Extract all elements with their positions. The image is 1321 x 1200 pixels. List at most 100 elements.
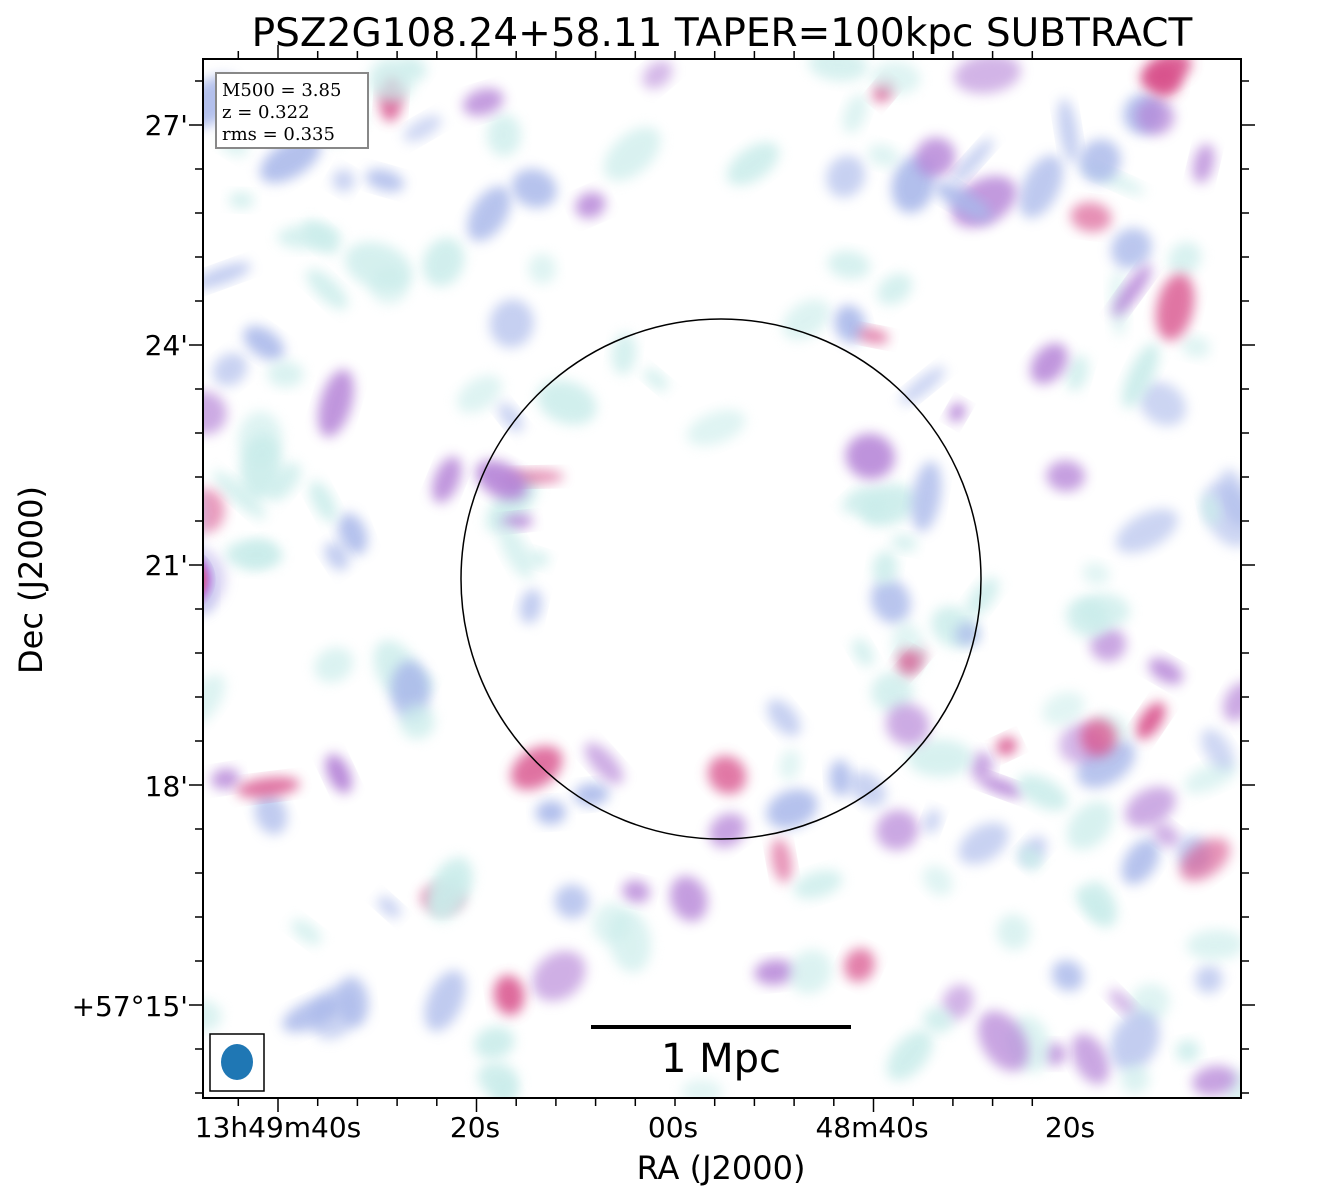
noise-blob bbox=[1017, 774, 1069, 811]
noise-blob bbox=[532, 950, 586, 1002]
noise-blob bbox=[622, 880, 651, 904]
noise-blob bbox=[584, 742, 624, 785]
noise-blob bbox=[1222, 681, 1241, 722]
noise-blob bbox=[1135, 98, 1175, 135]
noise-blob bbox=[474, 1026, 515, 1060]
noise-blob bbox=[212, 352, 248, 387]
noise-blob bbox=[1110, 1011, 1160, 1072]
noise-blob bbox=[1115, 508, 1178, 554]
axis-ticks bbox=[189, 45, 1255, 1112]
noise-blob bbox=[573, 783, 610, 806]
noise-blob bbox=[923, 809, 941, 834]
noise-blob bbox=[1085, 880, 1118, 928]
noise-blob bbox=[897, 649, 920, 672]
y-axis-label: Dec (J2000) bbox=[12, 486, 50, 674]
noise-blob bbox=[1080, 718, 1117, 757]
noise-blob bbox=[950, 138, 994, 186]
noise-blob bbox=[325, 754, 353, 794]
noise-blob bbox=[1121, 838, 1160, 885]
noise-blob bbox=[970, 751, 994, 781]
noise-blob bbox=[337, 513, 368, 555]
chart-title: PSZ2G108.24+58.11 TAPER=100kpc SUBTRACT bbox=[252, 11, 1193, 56]
scale-bar-label: 1 Mpc bbox=[661, 1036, 781, 1082]
noise-blob bbox=[872, 550, 898, 585]
noise-blob bbox=[1110, 227, 1152, 269]
noise-blob bbox=[915, 137, 956, 178]
noise-blob bbox=[1108, 989, 1136, 1016]
noise-blob bbox=[486, 113, 522, 157]
noise-blob bbox=[948, 402, 966, 423]
noise-blob bbox=[827, 250, 871, 279]
noise-blob bbox=[788, 949, 832, 994]
noise-blob bbox=[870, 578, 911, 624]
x-tick-label: 13h49m40s bbox=[195, 1111, 362, 1144]
noise-blob bbox=[203, 674, 226, 726]
noise-blob bbox=[475, 460, 528, 500]
emission-layer bbox=[203, 59, 1241, 1098]
noise-blob bbox=[519, 588, 543, 624]
noise-blob bbox=[876, 809, 919, 851]
noise-blob bbox=[966, 577, 999, 617]
noise-blob bbox=[871, 672, 914, 713]
sources-layer bbox=[203, 499, 226, 613]
x-tick-label: 20s bbox=[450, 1111, 500, 1144]
noise-blob bbox=[877, 273, 913, 305]
noise-blob bbox=[337, 976, 369, 1028]
noise-blob bbox=[923, 1007, 954, 1033]
noise-blob bbox=[1148, 657, 1184, 685]
noise-blob bbox=[1051, 960, 1084, 992]
noise-blob bbox=[1122, 343, 1160, 409]
noise-blob bbox=[462, 88, 504, 116]
noise-blob bbox=[829, 759, 852, 797]
x-axis-label: RA (J2000) bbox=[637, 1149, 806, 1187]
y-tick-labels: 27' 24' 21' 18' +57°15' bbox=[72, 109, 188, 1023]
noise-blob bbox=[1112, 264, 1152, 317]
noise-blob bbox=[845, 433, 895, 480]
noise-blob bbox=[303, 220, 340, 254]
noise-blob bbox=[212, 470, 266, 520]
noise-blob bbox=[900, 366, 946, 405]
noise-blob bbox=[203, 391, 227, 435]
y-tick-label: 27' bbox=[145, 109, 188, 142]
noise-blob bbox=[365, 168, 405, 192]
noise-blob bbox=[1046, 460, 1086, 492]
noise-blob bbox=[1090, 627, 1127, 662]
noise-blob bbox=[642, 60, 673, 89]
noise-blob bbox=[1194, 965, 1223, 994]
noise-blob bbox=[236, 776, 300, 798]
beam-indicator bbox=[209, 1033, 265, 1092]
plot-area bbox=[189, 45, 1255, 1112]
noise-blob bbox=[291, 919, 322, 945]
noise-blob bbox=[306, 268, 348, 310]
noise-blob bbox=[842, 94, 868, 134]
noise-blob bbox=[225, 540, 283, 570]
noise-blob bbox=[1042, 691, 1085, 726]
noise-blob bbox=[1201, 494, 1220, 525]
noise-blob bbox=[1181, 335, 1211, 358]
info-box-frame bbox=[215, 72, 369, 149]
noise-blob bbox=[489, 299, 534, 348]
y-tick-label: 18' bbox=[145, 770, 188, 803]
x-tick-label: 20s bbox=[1045, 1111, 1095, 1144]
r500-circle bbox=[460, 318, 982, 840]
noise-blob bbox=[886, 1030, 933, 1081]
noise-blob bbox=[535, 800, 566, 825]
noise-blob bbox=[603, 126, 661, 181]
noise-blob bbox=[477, 1062, 519, 1097]
noise-blob bbox=[203, 262, 252, 290]
noise-blob bbox=[793, 870, 843, 899]
noise-blob bbox=[1192, 143, 1215, 184]
noise-blob bbox=[267, 360, 304, 388]
noise-blob bbox=[779, 749, 801, 781]
noise-blob bbox=[808, 59, 868, 82]
noise-blob bbox=[510, 745, 563, 790]
info-rms: rms = 0.335 bbox=[222, 124, 335, 145]
noise-blob bbox=[1175, 1039, 1200, 1063]
y-tick-label: 24' bbox=[145, 329, 188, 362]
noise-blob bbox=[1082, 562, 1110, 586]
noise-blob bbox=[958, 822, 1009, 865]
source-tail bbox=[203, 553, 216, 606]
noise-blob bbox=[766, 789, 818, 829]
noise-blob bbox=[1138, 381, 1186, 426]
noise-blob bbox=[203, 488, 225, 533]
